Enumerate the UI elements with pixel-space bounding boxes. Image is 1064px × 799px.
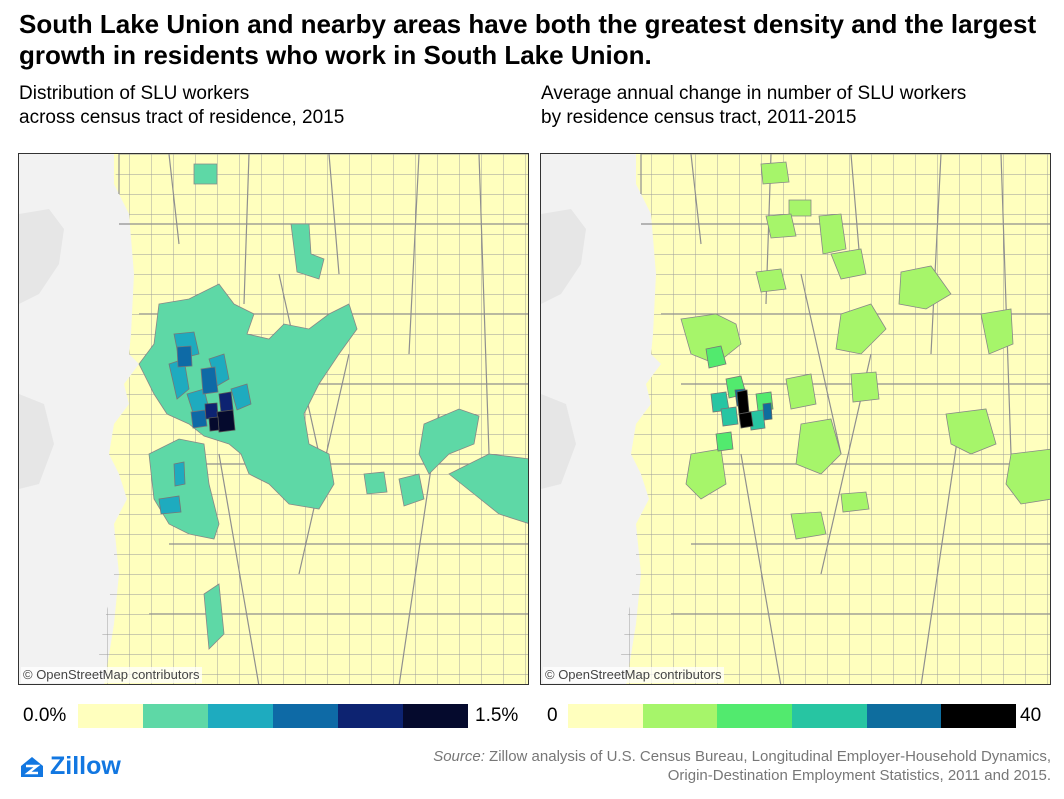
left-map-subtitle: Distribution of SLU workers across censu… (19, 82, 344, 130)
right-map-subtitle: Average annual change in number of SLU w… (541, 82, 966, 130)
island-landmass (541, 209, 586, 304)
island-landmass (541, 394, 576, 489)
left-map-svg (19, 154, 528, 684)
island-landmass (19, 209, 64, 304)
chart-title: South Lake Union and nearby areas have b… (19, 9, 1037, 70)
left-legend-max: 1.5% (475, 705, 519, 726)
left-legend-swatch-1 (78, 704, 143, 728)
source-label: Source: (433, 748, 485, 765)
water-area (19, 154, 139, 684)
left-map-panel[interactable]: © OpenStreetMap contributors (18, 153, 529, 685)
zillow-logo: Zillow (19, 752, 121, 781)
right-legend-min: 0 (547, 705, 558, 726)
right-legend-max: 40 (1020, 705, 1042, 726)
zillow-house-icon (21, 756, 43, 777)
right-legend-color-bar (568, 704, 1017, 728)
left-legend-swatch-6 (403, 704, 468, 728)
left-legend-swatch-4 (273, 704, 338, 728)
right-legend-swatch-4 (792, 704, 867, 728)
right-legend-swatch-5 (866, 704, 942, 728)
map-attribution[interactable]: © OpenStreetMap contributors (21, 667, 202, 683)
right-legend-swatch-3 (717, 704, 793, 728)
right-map-panel[interactable]: © OpenStreetMap contributors (540, 153, 1051, 685)
source-note: Source: Zillow analysis of U.S. Census B… (433, 747, 1051, 785)
left-legend-min: 0.0% (23, 705, 67, 726)
left-legend: 0.0% 1.5% (19, 703, 529, 729)
right-legend: 0 40 (541, 703, 1051, 729)
left-subtitle-line1: Distribution of SLU workers (19, 83, 250, 104)
left-legend-swatch-3 (208, 704, 273, 728)
source-line1: Zillow analysis of U.S. Census Bureau, L… (484, 748, 1051, 765)
right-subtitle-line1: Average annual change in number of SLU w… (541, 83, 967, 104)
right-change-tracts (680, 161, 1050, 540)
left-legend-color-bar (78, 704, 468, 728)
water-area (541, 154, 661, 684)
right-subtitle-line2: by residence census tract, 2011-2015 (541, 107, 857, 128)
left-legend-swatch-5 (338, 704, 403, 728)
zillow-logo-text: Zillow (50, 752, 121, 780)
left-density-tracts (138, 163, 528, 650)
island-landmass (19, 394, 54, 489)
source-line2: Origin-Destination Employment Statistics… (667, 767, 1051, 784)
right-legend-swatch-2 (642, 704, 718, 728)
right-map-svg (541, 154, 1050, 684)
left-legend-swatch-2 (143, 704, 208, 728)
left-subtitle-line2: across census tract of residence, 2015 (19, 107, 345, 128)
right-legend-swatch-1 (568, 704, 643, 728)
map-attribution[interactable]: © OpenStreetMap contributors (543, 667, 724, 683)
right-legend-swatch-6 (941, 704, 1017, 728)
